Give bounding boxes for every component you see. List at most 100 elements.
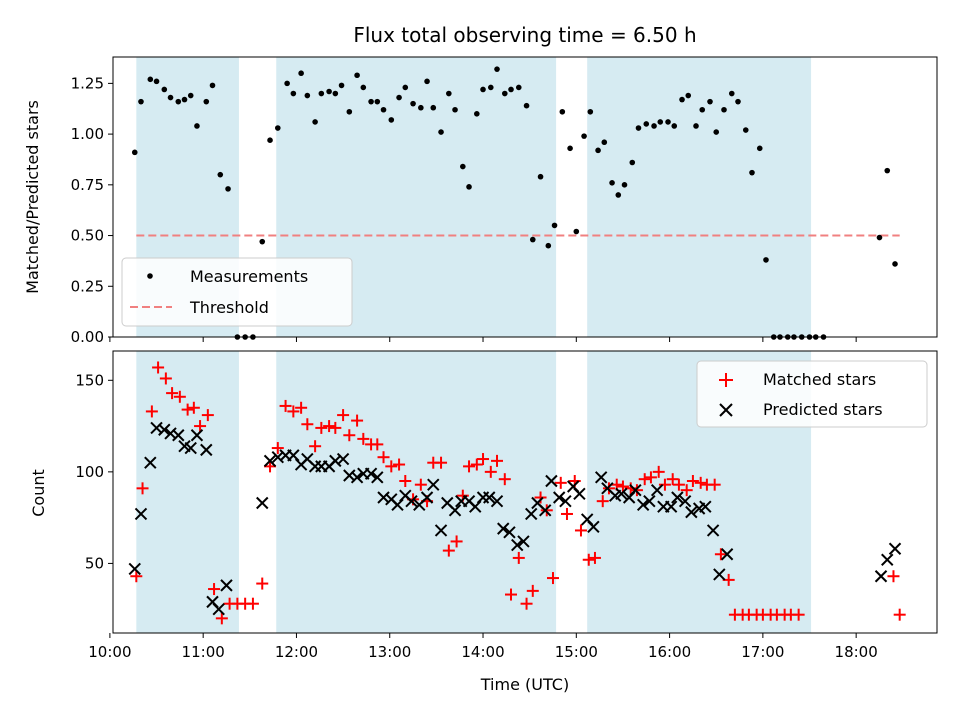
measurements-point-86 — [742, 127, 749, 133]
matched-stars-point-31 — [351, 414, 364, 427]
matched-stars-point-30 — [343, 429, 356, 442]
legend-marker-measurements — [147, 273, 153, 279]
matched-stars-point-83 — [714, 548, 727, 561]
measurements-point-65 — [595, 147, 601, 154]
top-plot-frame — [112, 56, 938, 338]
predicted-stars-point-7 — [172, 429, 185, 442]
measurements-point-2 — [138, 98, 144, 105]
matched-stars-point-65 — [588, 551, 601, 564]
predicted-stars-point-76 — [685, 505, 698, 519]
predicted-stars-point-3 — [144, 456, 157, 469]
measurements-point-22 — [290, 90, 297, 97]
top-y-tick-label: 1.25 — [71, 74, 104, 92]
predicted-stars-point-9 — [184, 441, 197, 455]
measurements-point-36 — [388, 117, 395, 123]
matched-stars-point-64 — [582, 553, 595, 566]
measurements-point-84 — [728, 90, 735, 97]
measurements-point-9 — [187, 92, 194, 99]
top-legend-box — [121, 257, 353, 327]
matched-stars-point-43 — [435, 456, 448, 469]
measurements-point-54 — [515, 84, 522, 91]
measurements-point-19 — [267, 137, 273, 143]
bottom-shaded-interval-2 — [276, 351, 557, 633]
measurements-point-46 — [460, 163, 466, 170]
predicted-stars-point-42 — [448, 504, 462, 517]
measurements-point-1 — [131, 149, 138, 156]
measurements-point-64 — [587, 108, 594, 115]
predicted-stars-point-75 — [678, 494, 692, 508]
measurements-point-69 — [621, 182, 628, 188]
matched-stars-point-61 — [560, 507, 573, 520]
measurements-point-37 — [396, 94, 402, 101]
measurements-point-58 — [545, 242, 552, 249]
top-panel: 0.00 0.25 0.50 0.75 1.00 1.25 Flux total obse… — [23, 23, 938, 346]
matched-stars-point-1 — [130, 570, 143, 583]
matched-stars-point-57 — [534, 491, 547, 504]
measurements-point-83 — [721, 106, 727, 113]
measurements-point-45 — [452, 106, 458, 113]
matched-stars-point-56 — [526, 584, 539, 597]
predicted-stars-point-11 — [200, 443, 213, 457]
measurements-point-38 — [402, 84, 409, 91]
matched-stars-point-23 — [295, 401, 308, 414]
measurements-point-70 — [629, 159, 636, 166]
matched-stars-point-94 — [792, 608, 805, 621]
measurements-point-42 — [430, 104, 437, 111]
matched-stars-point-11 — [201, 409, 214, 422]
x-tick-label: 11:00 — [182, 643, 225, 661]
top-y-tick-label: 1.00 — [71, 125, 104, 143]
measurements-point-39 — [410, 100, 416, 107]
measurements-point-10 — [194, 123, 200, 129]
measurements-point-79 — [693, 123, 699, 129]
measurements-point-3 — [147, 76, 154, 83]
measurements-point-68 — [615, 192, 622, 198]
measurements-point-100 — [892, 261, 898, 267]
matched-stars-point-29 — [337, 409, 350, 422]
matched-stars-point-74 — [652, 465, 665, 478]
matched-stars-point-22 — [287, 405, 300, 418]
matched-stars-point-82 — [708, 478, 721, 491]
matched-stars-point-38 — [399, 475, 412, 488]
x-tick-label: 10:00 — [88, 643, 131, 661]
predicted-stars-point-15 — [256, 496, 269, 510]
matched-stars-point-79 — [686, 475, 699, 488]
legend-label-threshold: Threshold — [189, 298, 269, 317]
measurements-point-81 — [707, 98, 713, 105]
top-y-tick-label: 0.25 — [71, 277, 104, 295]
top-chart-title: Flux total observing time = 6.50 h — [353, 23, 696, 47]
measurements-point-89 — [763, 257, 769, 263]
predicted-stars-point-70 — [643, 494, 656, 508]
matched-stars-point-47 — [463, 460, 476, 473]
predicted-stars-point-84 — [888, 542, 902, 555]
x-tick-label: 13:00 — [368, 643, 411, 661]
matched-stars-point-36 — [385, 460, 398, 473]
matched-stars-point-12 — [208, 583, 221, 596]
predicted-stars-point-60 — [573, 487, 586, 501]
measurements-point-41 — [424, 78, 430, 85]
predicted-stars-point-78 — [699, 500, 712, 513]
matched-stars-point-78 — [680, 484, 693, 497]
measurements-point-59 — [551, 222, 558, 229]
predicted-stars-point-74 — [671, 491, 684, 504]
matched-stars-point-50 — [484, 465, 497, 478]
measurements-point-32 — [360, 84, 367, 91]
matched-stars-point-58 — [540, 504, 553, 517]
top-legend: Measurements Threshold — [121, 257, 353, 327]
predicted-stars-point-73 — [664, 500, 678, 513]
measurements-point-50 — [487, 84, 494, 91]
matched-stars-point-52 — [498, 473, 511, 486]
predicted-stars-point-62 — [587, 520, 600, 533]
measurements-point-87 — [749, 169, 755, 176]
matched-stars-point-66 — [596, 495, 609, 508]
matched-stars-point-60 — [554, 476, 567, 489]
matched-stars-point-77 — [672, 478, 685, 491]
top-shaded-interval-3 — [587, 57, 812, 337]
top-y-tick-label: 0.50 — [71, 227, 104, 245]
matched-stars-point-20 — [271, 442, 284, 455]
predicted-stars-point-71 — [650, 483, 664, 497]
measurements-point-4 — [153, 78, 160, 85]
legend-label-measurements: Measurements — [190, 267, 308, 286]
matched-stars-point-7 — [173, 390, 186, 403]
legend-label-predicted: Predicted stars — [763, 400, 883, 419]
